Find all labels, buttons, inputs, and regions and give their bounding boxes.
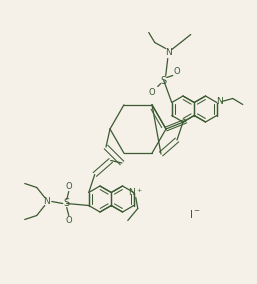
Text: O: O bbox=[173, 67, 180, 76]
Text: O: O bbox=[66, 182, 72, 191]
Text: O: O bbox=[149, 88, 155, 97]
Text: I$^-$: I$^-$ bbox=[189, 208, 201, 220]
Text: S: S bbox=[161, 76, 167, 85]
Text: N: N bbox=[43, 197, 50, 206]
Text: S: S bbox=[64, 199, 70, 208]
Text: N: N bbox=[165, 48, 172, 57]
Text: O: O bbox=[66, 216, 72, 225]
Text: N: N bbox=[216, 97, 223, 106]
Text: N$^+$: N$^+$ bbox=[128, 187, 143, 198]
